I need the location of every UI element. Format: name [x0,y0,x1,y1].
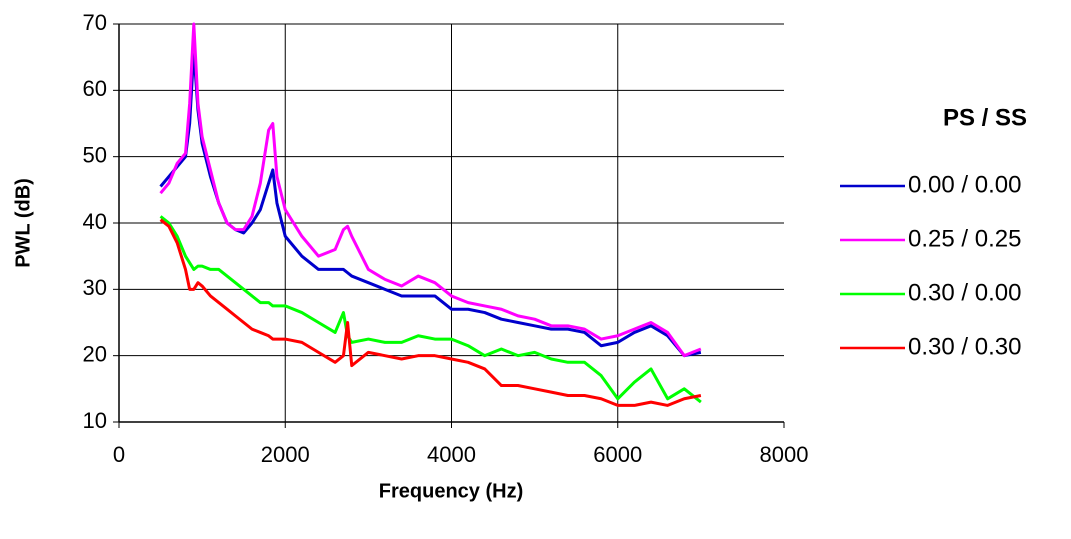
series-line [159,49,702,358]
y-tick-label: 30 [83,275,107,300]
x-tick-label: 6000 [593,442,642,467]
x-axis-title: Frequency (Hz) [379,480,523,502]
x-tick-label: 8000 [760,442,809,467]
y-axis-title: PWL (dB) [12,178,34,268]
legend-label: 0.00 / 0.00 [908,171,1021,198]
x-tick-label: 4000 [427,442,476,467]
series-line [159,215,702,404]
series-line [159,22,702,358]
y-tick-label: 20 [83,341,107,366]
legend-label: 0.25 / 0.25 [908,225,1021,252]
y-tick-label: 70 [83,10,107,35]
x-tick-label: 0 [113,442,125,467]
y-tick-label: 10 [83,408,107,433]
legend-label: 0.30 / 0.30 [908,333,1021,360]
legend-label: 0.30 / 0.00 [908,279,1021,306]
legend-title: PS / SS [943,104,1027,131]
y-tick-label: 40 [83,209,107,234]
y-tick-label: 60 [83,76,107,101]
y-tick-label: 50 [83,142,107,167]
series-line [159,218,702,407]
x-tick-label: 2000 [261,442,310,467]
